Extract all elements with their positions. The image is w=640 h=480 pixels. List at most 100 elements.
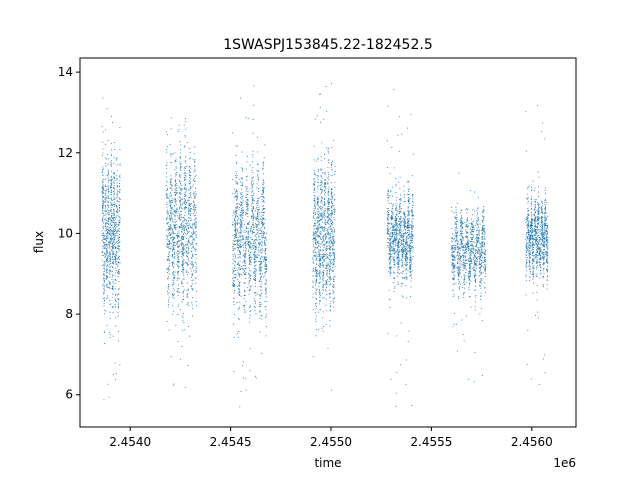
data-point xyxy=(183,187,185,189)
data-point xyxy=(188,166,190,168)
data-point xyxy=(235,196,237,198)
data-point xyxy=(317,217,319,219)
data-point xyxy=(251,170,253,172)
data-point xyxy=(111,266,113,268)
data-point xyxy=(245,245,247,247)
data-point xyxy=(108,223,110,225)
data-point xyxy=(330,237,332,238)
data-point xyxy=(195,237,197,238)
data-point xyxy=(105,193,107,195)
data-point xyxy=(258,238,260,240)
data-point xyxy=(182,272,184,274)
data-point xyxy=(188,217,190,218)
data-point xyxy=(174,252,175,254)
data-point xyxy=(260,268,262,269)
data-point xyxy=(170,155,172,157)
data-point xyxy=(235,229,237,230)
data-point xyxy=(234,223,236,225)
data-point xyxy=(333,255,335,257)
data-point xyxy=(181,238,183,240)
data-point xyxy=(327,245,329,247)
data-point xyxy=(178,288,180,290)
data-point xyxy=(175,220,177,222)
data-point xyxy=(115,279,117,281)
data-point xyxy=(108,179,110,181)
data-point xyxy=(238,294,240,296)
data-point xyxy=(393,282,395,284)
data-point xyxy=(325,210,327,212)
data-point xyxy=(320,181,322,183)
data-point xyxy=(393,226,395,228)
data-point xyxy=(177,237,179,239)
data-point xyxy=(317,200,318,202)
data-point xyxy=(172,242,174,244)
data-point xyxy=(252,223,254,225)
data-point xyxy=(334,210,336,212)
data-point xyxy=(239,178,241,180)
data-point xyxy=(396,213,398,215)
data-point xyxy=(262,219,263,221)
data-point xyxy=(403,213,404,215)
data-point xyxy=(244,260,246,262)
data-point xyxy=(243,250,245,251)
data-point xyxy=(252,104,254,106)
data-point xyxy=(116,215,118,217)
data-point xyxy=(327,213,329,215)
data-point xyxy=(331,175,333,177)
data-point xyxy=(111,235,113,237)
data-point xyxy=(331,191,332,193)
data-point xyxy=(333,140,335,142)
data-point xyxy=(107,276,109,277)
data-point xyxy=(264,306,266,308)
data-point xyxy=(170,226,171,228)
data-point xyxy=(242,217,244,219)
data-point xyxy=(236,210,238,211)
data-point xyxy=(117,247,119,249)
data-point xyxy=(395,178,397,180)
data-point xyxy=(315,315,317,317)
data-point xyxy=(402,248,404,250)
data-point xyxy=(315,242,317,244)
data-point xyxy=(193,205,195,207)
data-point xyxy=(172,233,174,235)
data-point xyxy=(101,155,103,156)
data-point xyxy=(264,226,266,228)
data-point xyxy=(104,290,106,291)
data-point xyxy=(107,213,109,215)
data-point xyxy=(320,176,322,178)
data-point xyxy=(104,262,106,264)
data-point xyxy=(314,210,316,211)
data-point xyxy=(396,235,398,236)
data-point xyxy=(332,242,334,244)
data-point xyxy=(322,172,323,174)
data-point xyxy=(314,201,316,203)
data-point xyxy=(332,250,334,252)
data-point xyxy=(236,222,238,224)
data-point xyxy=(182,260,184,262)
data-point xyxy=(181,283,183,285)
data-point xyxy=(406,222,408,224)
data-point xyxy=(117,294,119,295)
data-point xyxy=(249,164,251,166)
data-point xyxy=(313,215,315,217)
data-point xyxy=(318,260,320,261)
data-point xyxy=(325,298,327,300)
data-point xyxy=(234,180,236,182)
data-point xyxy=(166,218,168,220)
data-point xyxy=(394,242,396,244)
data-point xyxy=(103,222,104,224)
data-point xyxy=(252,208,254,210)
data-point xyxy=(312,215,314,217)
data-point xyxy=(247,199,249,200)
data-point xyxy=(192,185,194,187)
data-point xyxy=(394,229,396,230)
data-point xyxy=(168,285,170,287)
data-point xyxy=(237,239,239,241)
data-point xyxy=(179,277,180,279)
data-point xyxy=(114,173,116,175)
data-point xyxy=(109,273,111,275)
data-point xyxy=(329,246,331,248)
data-point xyxy=(245,389,247,391)
data-point xyxy=(193,238,195,240)
data-point xyxy=(236,196,238,198)
